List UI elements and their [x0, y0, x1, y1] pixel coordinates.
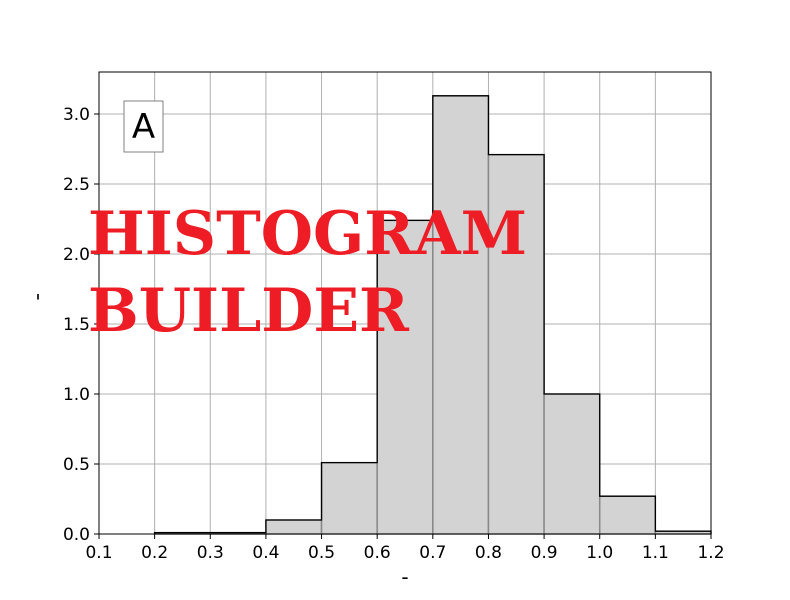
- y-tick-label: 2.0: [63, 245, 90, 265]
- histogram-bar: [432, 95, 490, 535]
- y-tick-label: 0.5: [63, 455, 90, 475]
- y-tick-label: 1.5: [63, 315, 90, 335]
- x-tick-label: 0.9: [531, 543, 558, 563]
- y-tick-label: 0.0: [63, 525, 90, 545]
- histogram-bar: [487, 153, 545, 535]
- x-tick-label: 1.1: [642, 543, 669, 563]
- histogram-bar: [598, 495, 657, 535]
- y-tick-label: 2.5: [63, 175, 90, 195]
- y-tick-label: 3.0: [63, 105, 90, 125]
- axis-ticks: 0.1 0.2 0.3 0.4 0.5 0.6 0.7 0.8 0.9 1.0 1.1 1.2 0.0 0…: [63, 105, 725, 563]
- histogram-step-outline: [153, 95, 712, 534]
- plot-frame: [98, 71, 712, 535]
- x-axis-label: -: [401, 565, 408, 589]
- histogram-bar: [320, 461, 378, 535]
- panel-label: A: [132, 107, 155, 147]
- x-tick-label: 0.3: [197, 543, 224, 563]
- x-tick-label: 0.5: [308, 543, 335, 563]
- y-axis-label: ': [35, 290, 41, 314]
- x-tick-label: 0.8: [475, 543, 502, 563]
- x-tick-label: 1.0: [586, 543, 613, 563]
- x-tick-label: 0.6: [364, 543, 391, 563]
- x-tick-label: 1.2: [697, 543, 724, 563]
- x-tick-label: 0.2: [141, 543, 168, 563]
- histogram-step-line: [153, 95, 712, 534]
- x-tick-label: 0.4: [252, 543, 279, 563]
- histogram-bar: [376, 219, 434, 535]
- histogram-bar: [265, 519, 323, 535]
- panel-label-box: A: [123, 100, 164, 153]
- histogram-bar: [543, 393, 601, 535]
- y-tick-label: 1.0: [63, 385, 90, 405]
- x-tick-label: 0.7: [419, 543, 446, 563]
- x-tick-label: 0.1: [85, 543, 112, 563]
